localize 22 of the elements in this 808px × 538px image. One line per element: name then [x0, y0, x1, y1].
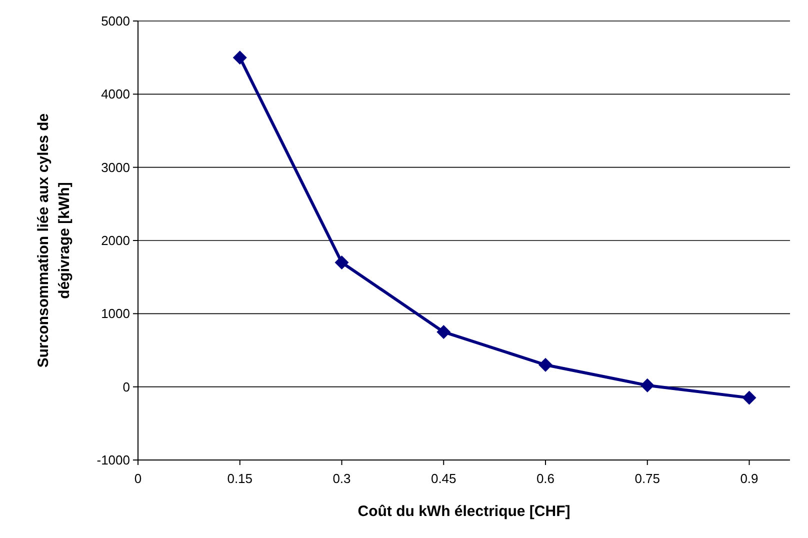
y-tick-label: 3000 [101, 160, 130, 175]
x-tick-label: 0.6 [536, 471, 555, 486]
x-tick-label: 0 [134, 471, 142, 486]
point [436, 324, 451, 339]
x-axis-title: Coût du kWh électrique [CHF] [358, 503, 570, 520]
x-tick-label: 0.3 [332, 471, 351, 486]
point [232, 50, 247, 65]
x-tick-label: 0.9 [740, 471, 758, 486]
y-tick-label: 4000 [101, 86, 130, 102]
point [334, 255, 349, 270]
x-tick-label: 0.15 [227, 471, 253, 486]
y-axis-title: Surconsommation liée aux cyles de dégivrage [kWh] [35, 113, 73, 368]
x-tick-label: 0.45 [430, 471, 456, 486]
y-tick-label: 1000 [101, 306, 130, 322]
point [742, 390, 756, 405]
y-tick-label: 5000 [101, 14, 130, 29]
point [640, 378, 654, 392]
y-tick-label: -1000 [96, 452, 130, 468]
point [538, 358, 552, 372]
x-tick-label: 0.75 [634, 471, 660, 486]
y-tick-label: 0 [122, 379, 130, 394]
y-tick-label: 2000 [101, 233, 130, 248]
